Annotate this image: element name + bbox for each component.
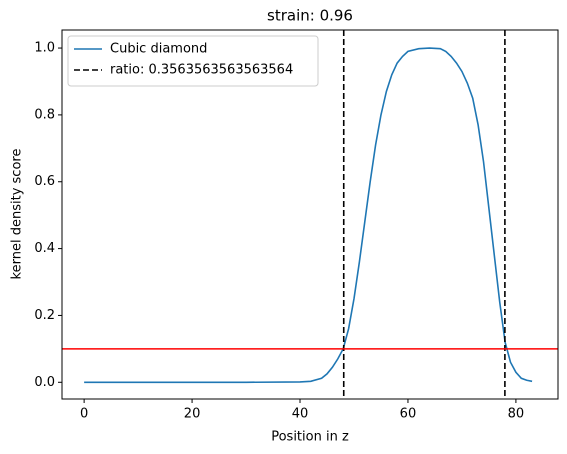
legend-label: ratio: 0.3563563563563564 (110, 63, 293, 78)
y-tick-label: 0.6 (34, 174, 55, 189)
chart-title: strain: 0.96 (267, 7, 353, 25)
x-tick-label: 80 (508, 407, 525, 422)
legend-box (67, 35, 319, 87)
x-tick-label: 60 (400, 407, 417, 422)
y-tick-label: 0.0 (34, 375, 55, 390)
y-tick-label: 0.4 (34, 241, 55, 256)
y-tick-label: 1.0 (34, 41, 55, 56)
y-tick-label: 0.2 (34, 308, 55, 323)
plot-frame (61, 29, 559, 400)
x-axis-label: Position in z (271, 430, 349, 445)
data-line (84, 47, 533, 384)
y-axis-label: kernel density score (10, 149, 25, 280)
legend-label: Cubic diamond (110, 42, 207, 57)
x-tick-label: 0 (80, 407, 88, 422)
x-tick-label: 20 (184, 407, 201, 422)
x-tick-label: 40 (292, 407, 309, 422)
y-tick-label: 0.8 (34, 107, 55, 122)
